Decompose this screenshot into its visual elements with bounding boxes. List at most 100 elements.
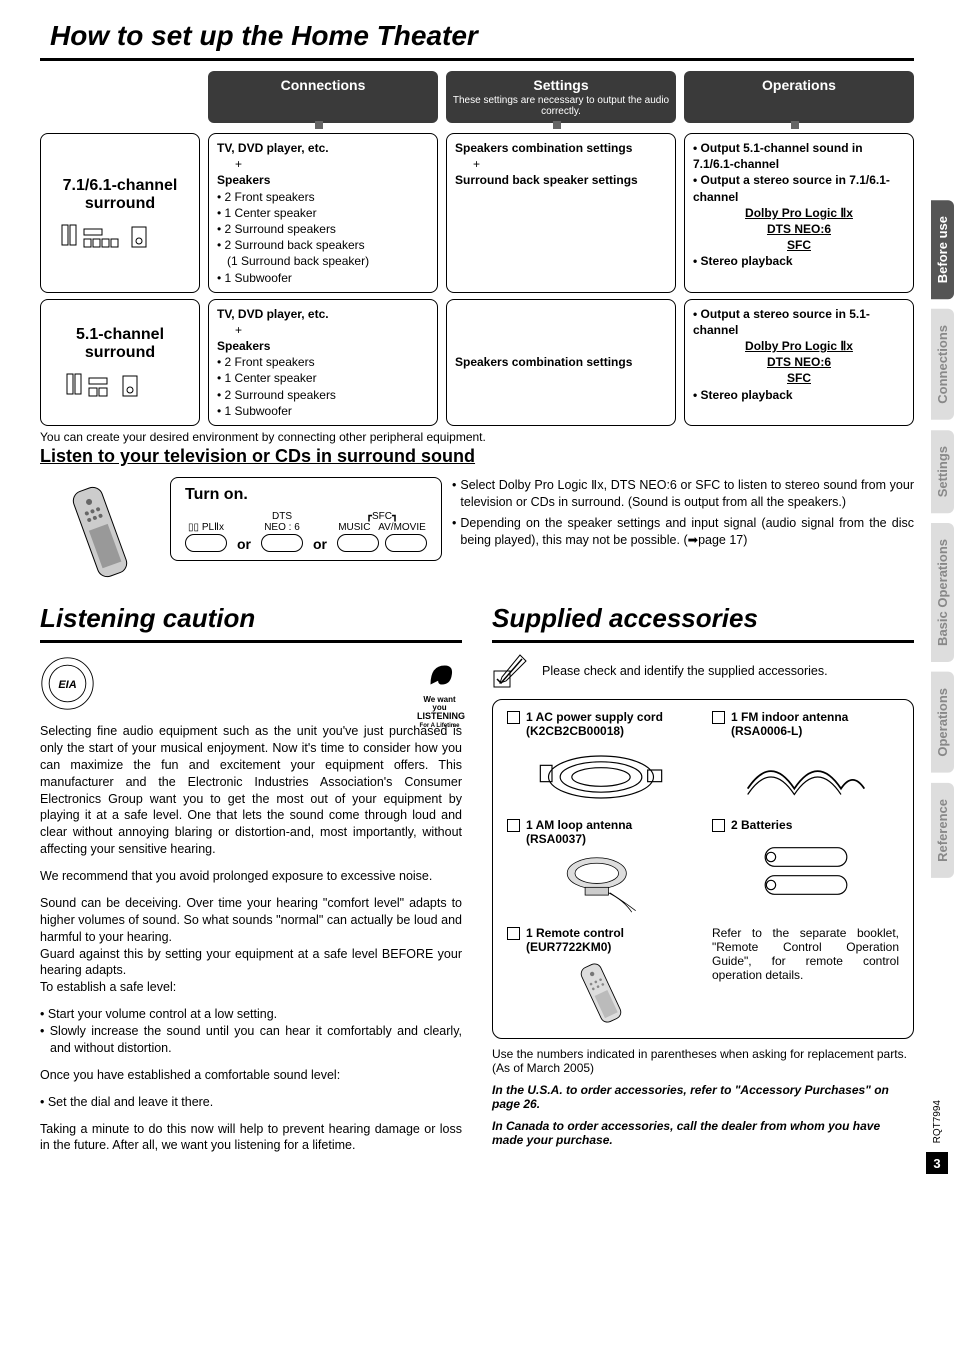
- t: 1 FM indoor antenna: [731, 710, 848, 724]
- acc-booklet-note: Refer to the separate booklet, "Remote C…: [712, 926, 899, 1028]
- t: Speakers combination settings: [455, 354, 632, 370]
- btn-dts: DTS NEO : 6: [261, 512, 303, 552]
- oval-button-icon: [261, 534, 303, 552]
- li: • Stereo playback: [693, 254, 793, 268]
- acc-ac-cord: 1 AC power supply cord(K2CB2CB00018): [507, 710, 694, 812]
- tab-operations[interactable]: Operations: [931, 672, 954, 773]
- t: surround: [85, 195, 155, 212]
- col-settings: Settings These settings are necessary to…: [446, 71, 676, 123]
- checkbox-icon: [507, 927, 520, 940]
- lbl: NEO : 6: [261, 523, 303, 533]
- li: • Set the dial and leave it there.: [40, 1094, 462, 1111]
- checkbox-icon: [712, 819, 725, 832]
- li: • Stereo playback: [693, 388, 793, 402]
- page-title: How to set up the Home Theater: [40, 20, 914, 52]
- p: Once you have established a comfortable …: [40, 1067, 462, 1084]
- link: DTS NEO:6: [767, 222, 831, 236]
- bullet-icon: •: [452, 515, 456, 549]
- accessories-col: Supplied accessories Please check and id…: [492, 603, 914, 1164]
- pencil-check-icon: [492, 653, 532, 689]
- row-label-71: 7.1/6.1-channelsurround: [40, 133, 200, 293]
- listening-caution-col: Listening caution EIA We want youLISTENI…: [40, 603, 462, 1164]
- li: (1 Surround back speaker): [217, 253, 429, 269]
- p: Guard against this by setting your equip…: [40, 947, 462, 978]
- setup-matrix: Connections Settings These settings are …: [40, 71, 914, 123]
- row-label-51: 5.1-channelsurround: [40, 299, 200, 426]
- tab-connections[interactable]: Connections: [931, 309, 954, 420]
- t: +: [217, 156, 429, 172]
- or: or: [311, 536, 329, 552]
- p: Selecting fine audio equipment such as t…: [40, 723, 462, 858]
- rule: [40, 58, 914, 61]
- svg-text:EIA: EIA: [58, 679, 76, 691]
- t: TV, DVD player, etc.: [217, 307, 329, 321]
- t: 1 AC power supply cord: [526, 710, 663, 724]
- eia-logo-icon: EIA: [40, 656, 95, 711]
- checkbox-icon: [507, 711, 520, 724]
- cell-71-conn: TV, DVD player, etc. + Speakers • 2 Fron…: [208, 133, 438, 293]
- caution-heading: Listening caution: [40, 603, 462, 634]
- lbl: ┏SFC┓: [337, 512, 427, 522]
- remote-control-icon: [566, 958, 636, 1028]
- speaker-layout-icon: [65, 368, 175, 398]
- ac-cord-icon: [531, 742, 671, 812]
- t: TV, DVD player, etc.: [217, 141, 329, 155]
- acc-note1: Use the numbers indicated in parentheses…: [492, 1047, 914, 1075]
- t: 1 AM loop antenna: [526, 818, 632, 832]
- t: Speakers: [217, 173, 270, 187]
- side-tabs: Before use Connections Settings Basic Op…: [931, 200, 954, 878]
- t: surround: [85, 344, 155, 361]
- col-operations: Operations: [684, 71, 914, 123]
- li: • 2 Surround speakers: [217, 387, 429, 403]
- t: Surround back speaker settings: [455, 173, 638, 187]
- lbl: DTS: [261, 512, 303, 522]
- li: • 1 Center speaker: [217, 370, 429, 386]
- t: 5.1-channel: [76, 326, 164, 343]
- matrix-footnote: You can create your desired environment …: [40, 430, 914, 444]
- tab-reference[interactable]: Reference: [931, 783, 954, 878]
- li: • 2 Surround speakers: [217, 221, 429, 237]
- li: • 1 Subwoofer: [217, 403, 429, 419]
- t: (RSA0006-L): [731, 724, 802, 738]
- t: (K2CB2CB00018): [526, 724, 624, 738]
- li: • 1 Center speaker: [217, 205, 429, 221]
- li: • Slowly increase the sound until you ca…: [40, 1023, 462, 1057]
- link: SFC: [787, 238, 811, 252]
- or: or: [235, 536, 253, 552]
- acc-note2: In the U.S.A. to order accessories, refe…: [492, 1083, 914, 1111]
- lbl: MUSIC AV/MOVIE: [337, 523, 427, 533]
- cell-51-ops: • Output a stereo source in 5.1-channel …: [684, 299, 914, 426]
- page-number: 3: [926, 1152, 948, 1174]
- acc-am-loop: 1 AM loop antenna(RSA0037): [507, 818, 694, 920]
- t: +: [455, 156, 667, 172]
- checkbox-icon: [507, 819, 520, 832]
- li: • Output 5.1-channel sound in 7.1/6.1-ch…: [693, 141, 863, 171]
- t: (RSA0037): [526, 832, 586, 846]
- fm-antenna-icon: [736, 742, 876, 812]
- turnon-box: Turn on. ▯▯ PLⅡx or DTS NEO : 6 or ┏SFC┓…: [170, 477, 442, 561]
- page-footer: RQT7994 3: [926, 1100, 948, 1174]
- li: • 2 Front speakers: [217, 189, 429, 205]
- remote-icon: [40, 477, 160, 587]
- cell-51-conn: TV, DVD player, etc. + Speakers • 2 Fron…: [208, 299, 438, 426]
- btn-sfc: ┏SFC┓ MUSIC AV/MOVIE: [337, 512, 427, 552]
- turnon-notes: •Select Dolby Pro Logic Ⅱx, DTS NEO:6 or…: [452, 477, 914, 553]
- p: Sound can be deceiving. Over time your h…: [40, 896, 462, 944]
- tab-settings[interactable]: Settings: [931, 430, 954, 513]
- t: Speakers combination settings: [455, 141, 632, 155]
- acc-batteries: 2 Batteries: [712, 818, 899, 920]
- cell-71-ops: • Output 5.1-channel sound in 7.1/6.1-ch…: [684, 133, 914, 293]
- cell-51-set: Speakers combination settings: [446, 299, 676, 426]
- tab-before-use[interactable]: Before use: [931, 200, 954, 299]
- bullet-icon: •: [452, 477, 456, 511]
- tab-basic-operations[interactable]: Basic Operations: [931, 523, 954, 662]
- p: To establish a safe level:: [40, 980, 176, 994]
- link: Dolby Pro Logic Ⅱx: [745, 206, 853, 220]
- turnon-section: Turn on. ▯▯ PLⅡx or DTS NEO : 6 or ┏SFC┓…: [40, 477, 914, 587]
- btn-plii: ▯▯ PLⅡx: [185, 523, 227, 552]
- accessories-heading: Supplied accessories: [492, 603, 914, 634]
- t: Select Dolby Pro Logic Ⅱx, DTS NEO:6 or …: [460, 477, 914, 511]
- li: • 1 Subwoofer: [217, 270, 429, 286]
- t: +: [217, 322, 429, 338]
- lbl: ▯▯ PLⅡx: [185, 523, 227, 533]
